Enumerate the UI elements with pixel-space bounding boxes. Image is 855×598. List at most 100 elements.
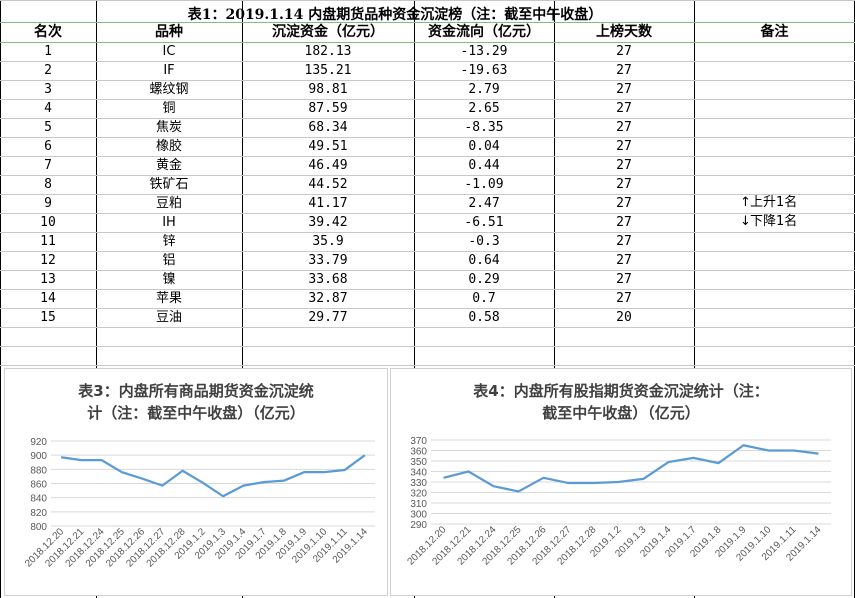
grid-row-line bbox=[0, 42, 855, 43]
grid-row-line bbox=[0, 346, 855, 347]
cell-days: 27 bbox=[616, 177, 632, 192]
grid-row-line bbox=[0, 327, 855, 328]
cell-flow: 2.47 bbox=[468, 196, 500, 211]
cell-capital: 35.9 bbox=[312, 234, 344, 249]
grid-row-line bbox=[0, 251, 855, 252]
cell-flow: 0.58 bbox=[468, 310, 500, 325]
grid-column-line bbox=[554, 0, 555, 598]
cell-rank: 8 bbox=[44, 177, 52, 192]
cell-rank: 14 bbox=[40, 291, 56, 306]
series-line bbox=[60, 454, 366, 498]
cell-rank: 9 bbox=[44, 196, 52, 211]
cell-variety: 苹果 bbox=[155, 291, 182, 306]
cell-capital: 39.42 bbox=[308, 215, 348, 230]
cell-capital: 46.49 bbox=[308, 158, 348, 173]
cell-rank: 1 bbox=[44, 44, 52, 59]
cell-flow: -6.51 bbox=[464, 215, 504, 230]
cell-flow: -1.09 bbox=[464, 177, 504, 192]
cell-days: 27 bbox=[616, 44, 632, 59]
cell-days: 27 bbox=[616, 139, 632, 154]
cell-capital: 98.81 bbox=[308, 82, 348, 97]
y-tick-label: 860 bbox=[30, 480, 47, 491]
grid-row-line bbox=[0, 213, 855, 214]
grid-row-line bbox=[0, 232, 855, 233]
y-tick-label: 320 bbox=[410, 489, 427, 500]
header-days: 上榜天数 bbox=[596, 24, 652, 40]
cell-days: 27 bbox=[616, 196, 632, 211]
cell-flow: 0.04 bbox=[468, 139, 500, 154]
cell-variety: IH bbox=[162, 215, 176, 230]
grid-column-line bbox=[414, 0, 415, 598]
chart4-svg: 2903003103203303403503603702018.12.20201… bbox=[405, 436, 831, 568]
arrow-down-icon: ↓ bbox=[740, 214, 751, 229]
cell-flow: -8.35 bbox=[464, 120, 504, 135]
cell-capital: 49.51 bbox=[308, 139, 348, 154]
cell-capital: 44.52 bbox=[308, 177, 348, 192]
cell-variety: 锌 bbox=[162, 234, 176, 249]
y-tick-label: 340 bbox=[410, 468, 427, 479]
arrow-up-icon: ↑ bbox=[740, 195, 751, 210]
cell-capital: 68.34 bbox=[308, 120, 348, 135]
grid-row-line bbox=[0, 289, 855, 290]
y-tick-label: 840 bbox=[30, 494, 47, 505]
grid-column-line bbox=[0, 0, 1, 598]
grid-row-line bbox=[0, 156, 855, 157]
note-up: ↑上升1名 bbox=[740, 193, 797, 212]
cell-variety: 铝 bbox=[162, 253, 176, 268]
y-tick-label: 370 bbox=[410, 436, 427, 447]
cell-flow: -0.3 bbox=[468, 234, 500, 249]
cell-variety: 豆油 bbox=[155, 310, 182, 325]
cell-capital: 87.59 bbox=[308, 101, 348, 116]
header-capital: 沉淀资金（亿元） bbox=[272, 24, 384, 40]
cell-days: 27 bbox=[616, 291, 632, 306]
cell-variety: IF bbox=[163, 63, 175, 78]
cell-days: 27 bbox=[616, 101, 632, 116]
grid-row-line bbox=[0, 270, 855, 271]
cell-rank: 12 bbox=[40, 253, 56, 268]
cell-capital: 33.79 bbox=[308, 253, 348, 268]
grid-row-line bbox=[0, 61, 855, 62]
y-tick-label: 310 bbox=[410, 499, 427, 510]
y-tick-label: 350 bbox=[410, 457, 427, 468]
cell-capital: 32.87 bbox=[308, 291, 348, 306]
cell-variety: 铜 bbox=[162, 101, 176, 116]
chart-panel-commodity: 表3：内盘所有商品期货资金沉淀统 计（注：截至中午收盘）（亿元） 800 820 8… bbox=[4, 368, 388, 596]
cell-days: 27 bbox=[616, 253, 632, 268]
grid-row-line bbox=[0, 194, 855, 195]
grid-column-line bbox=[96, 0, 97, 598]
note-down: ↓下降1名 bbox=[740, 212, 797, 231]
cell-flow: 0.7 bbox=[472, 291, 496, 306]
chart-panel-index: 表4：内盘所有股指期货资金沉淀统计（注： 截至中午收盘）（亿元） 290 300 3… bbox=[390, 368, 852, 596]
cell-days: 27 bbox=[616, 120, 632, 135]
y-tick-label: 290 bbox=[410, 520, 427, 531]
chart3-svg: 8008208408608809009202018.12.202018.12.2… bbox=[23, 437, 375, 570]
chart4-title-line2: 截至中午收盘）（亿元） bbox=[542, 404, 700, 422]
grid-row-line bbox=[0, 22, 855, 23]
cell-rank: 6 bbox=[44, 139, 52, 154]
cell-flow: 0.29 bbox=[468, 272, 500, 287]
y-tick-label: 880 bbox=[30, 465, 47, 476]
note-down-label: 下降1名 bbox=[750, 214, 798, 229]
y-tick-label: 360 bbox=[410, 447, 427, 458]
cell-flow: 0.64 bbox=[468, 253, 500, 268]
cell-days: 27 bbox=[616, 158, 632, 173]
y-tick-label: 300 bbox=[410, 510, 427, 521]
grid-row-line bbox=[0, 365, 855, 366]
series-line bbox=[443, 444, 819, 493]
grid-row-line bbox=[0, 137, 855, 138]
chart3-title-line2: 计（注：截至中午收盘）（亿元） bbox=[87, 404, 305, 422]
grid-row-line bbox=[0, 80, 855, 81]
cell-rank: 4 bbox=[44, 101, 52, 116]
cell-variety: 铁矿石 bbox=[149, 177, 189, 192]
y-tick-label: 330 bbox=[410, 478, 427, 489]
y-tick-label: 900 bbox=[30, 451, 47, 462]
cell-variety: IC bbox=[162, 44, 176, 59]
chart4-title-line1: 表4：内盘所有股指期货资金沉淀统计（注： bbox=[473, 382, 769, 400]
cell-days: 27 bbox=[616, 82, 632, 97]
cell-rank: 2 bbox=[44, 63, 52, 78]
grid-row-line bbox=[0, 0, 855, 1]
y-tick-label: 800 bbox=[30, 522, 47, 533]
y-tick-label: 820 bbox=[30, 508, 47, 519]
cell-variety: 焦炭 bbox=[155, 120, 182, 135]
cell-capital: 33.68 bbox=[308, 272, 348, 287]
